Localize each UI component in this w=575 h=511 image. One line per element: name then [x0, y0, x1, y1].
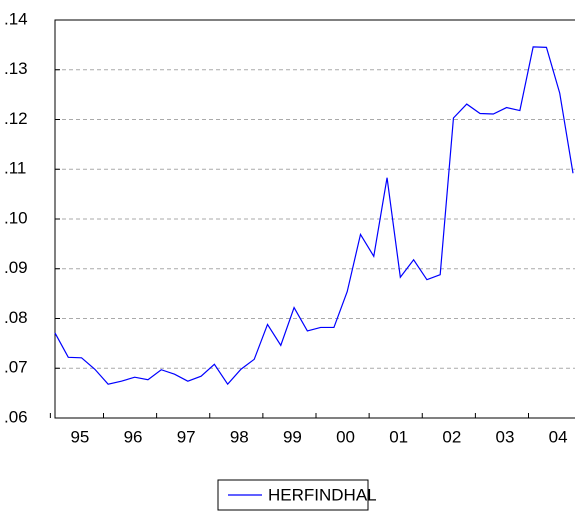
legend-label: HERFINDHAL — [268, 485, 377, 504]
x-tick-label: 02 — [442, 427, 461, 446]
x-tick-label: 01 — [389, 427, 408, 446]
y-tick-label: .13 — [4, 59, 28, 78]
y-tick-label: .12 — [4, 109, 28, 128]
y-tick-label: .10 — [4, 208, 28, 227]
x-tick-label: 95 — [70, 427, 89, 446]
y-tick-label: .14 — [4, 9, 28, 28]
y-tick-label: .08 — [4, 308, 28, 327]
x-tick-label: 98 — [230, 427, 249, 446]
y-tick-label: .06 — [4, 407, 28, 426]
y-tick-label: .11 — [4, 159, 26, 178]
y-tick-label: .07 — [4, 358, 28, 377]
x-tick-label: 04 — [549, 427, 568, 446]
x-tick-label: 03 — [495, 427, 514, 446]
x-tick-label: 96 — [124, 427, 143, 446]
x-tick-label: 99 — [283, 427, 302, 446]
series-line — [54, 46, 574, 386]
x-tick-label: 97 — [177, 427, 196, 446]
axis-frame — [54, 19, 575, 419]
x-tick-label: 00 — [336, 427, 355, 446]
y-tick-label: .09 — [4, 258, 28, 277]
